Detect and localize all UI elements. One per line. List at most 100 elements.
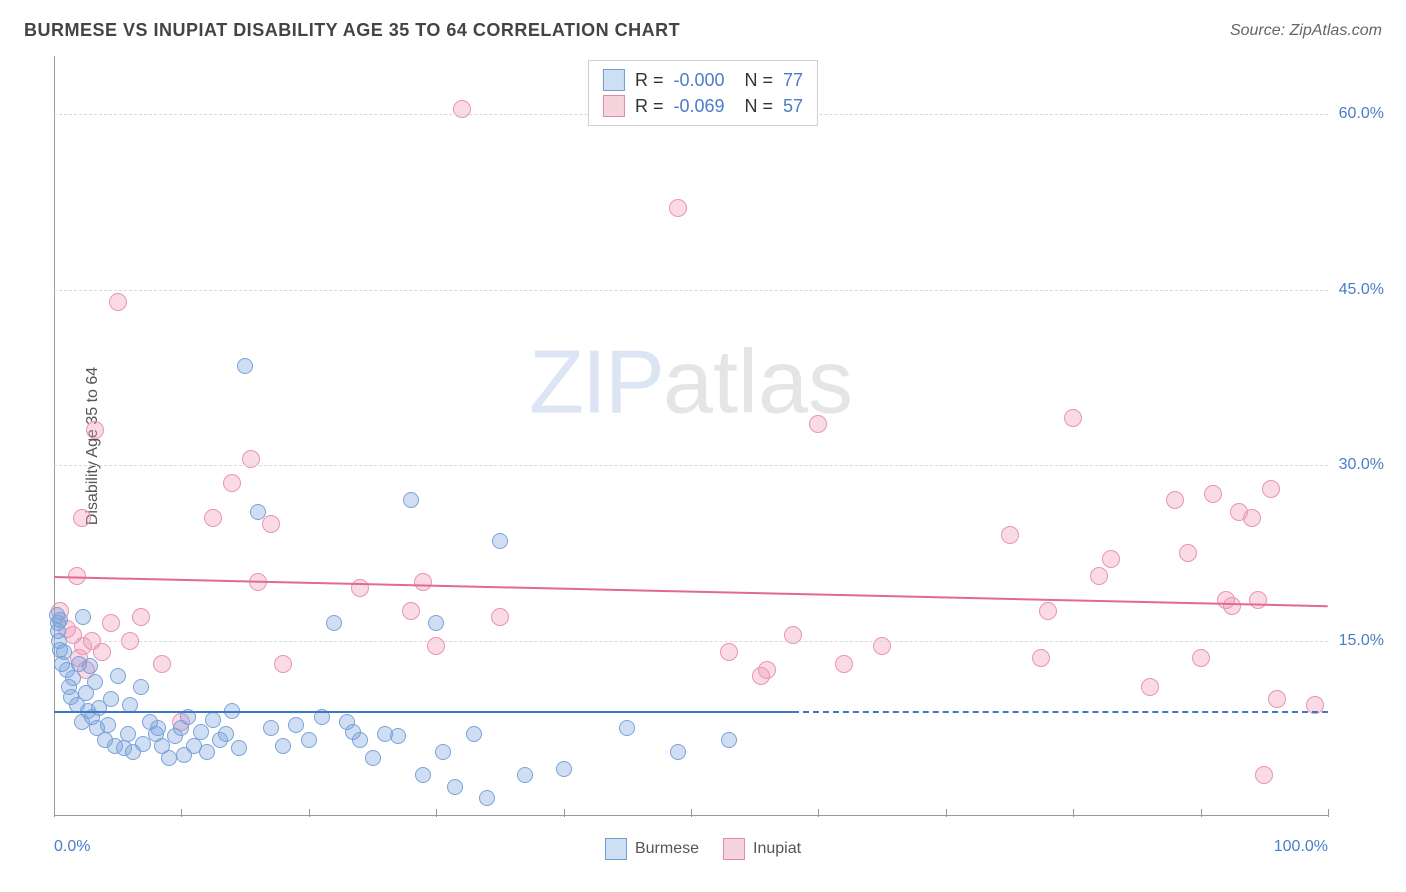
burmese-n: 77: [783, 70, 803, 91]
data-point: [1204, 485, 1222, 503]
data-point: [415, 767, 431, 783]
data-point: [86, 421, 104, 439]
data-point: [288, 717, 304, 733]
legend-inupiat: Inupiat: [723, 838, 801, 860]
data-point: [275, 738, 291, 754]
data-point: [721, 732, 737, 748]
y-tick-label: 45.0%: [1339, 281, 1384, 299]
data-point: [428, 615, 444, 631]
data-point: [250, 504, 266, 520]
data-point: [1249, 591, 1267, 609]
data-point: [556, 761, 572, 777]
y-tick-label: 15.0%: [1339, 632, 1384, 650]
data-point: [82, 658, 98, 674]
data-point: [326, 615, 342, 631]
trend-line-dashed: [793, 711, 1328, 713]
data-point: [231, 740, 247, 756]
data-point: [65, 670, 81, 686]
series-legend: Burmese Inupiat: [605, 838, 801, 860]
data-point: [52, 612, 68, 628]
source-label: Source: ZipAtlas.com: [1230, 22, 1382, 40]
data-point: [1243, 509, 1261, 527]
r-label: R =: [635, 70, 664, 91]
legend-burmese: Burmese: [605, 838, 699, 860]
inupiat-n: 57: [783, 96, 803, 117]
burmese-swatch: [605, 838, 627, 860]
trend-line: [54, 576, 1328, 607]
data-point: [263, 720, 279, 736]
data-point: [351, 579, 369, 597]
data-point: [670, 744, 686, 760]
data-point: [301, 732, 317, 748]
data-point: [223, 474, 241, 492]
data-point: [1141, 678, 1159, 696]
data-point: [1090, 567, 1108, 585]
data-point: [809, 415, 827, 433]
inupiat-label: Inupiat: [753, 840, 801, 858]
data-point: [1262, 480, 1280, 498]
n-label: N =: [745, 70, 774, 91]
data-point: [73, 509, 91, 527]
data-point: [1166, 491, 1184, 509]
burmese-label: Burmese: [635, 840, 699, 858]
data-point: [492, 533, 508, 549]
data-point: [218, 726, 234, 742]
chart-title: BURMESE VS INUPIAT DISABILITY AGE 35 TO …: [24, 20, 680, 41]
data-point: [1102, 550, 1120, 568]
data-point: [100, 717, 116, 733]
data-point: [402, 602, 420, 620]
data-point: [274, 655, 292, 673]
scatter-plot: [54, 56, 1328, 816]
y-tick-label: 30.0%: [1339, 456, 1384, 474]
data-point: [87, 674, 103, 690]
data-point: [1064, 409, 1082, 427]
r-label: R =: [635, 96, 664, 117]
data-point: [479, 790, 495, 806]
data-point: [93, 643, 111, 661]
data-point: [1032, 649, 1050, 667]
data-point: [133, 679, 149, 695]
data-point: [1039, 602, 1057, 620]
data-point: [352, 732, 368, 748]
data-point: [1268, 690, 1286, 708]
inupiat-swatch: [603, 95, 625, 117]
data-point: [262, 515, 280, 533]
data-point: [204, 509, 222, 527]
data-point: [669, 199, 687, 217]
data-point: [132, 608, 150, 626]
data-point: [237, 358, 253, 374]
data-point: [103, 691, 119, 707]
data-point: [120, 726, 136, 742]
data-point: [56, 644, 72, 660]
data-point: [1001, 526, 1019, 544]
data-point: [517, 767, 533, 783]
x-min-label: 0.0%: [54, 838, 90, 856]
y-tick-label: 60.0%: [1339, 105, 1384, 123]
chart-plot-area: ZIPatlas: [54, 56, 1328, 816]
data-point: [1223, 597, 1241, 615]
data-point: [491, 608, 509, 626]
data-point: [193, 724, 209, 740]
data-point: [447, 779, 463, 795]
data-point: [619, 720, 635, 736]
data-point: [161, 750, 177, 766]
stats-legend: R = -0.000 N = 77 R = -0.069 N = 57: [588, 60, 818, 126]
data-point: [199, 744, 215, 760]
data-point: [75, 609, 91, 625]
data-point: [435, 744, 451, 760]
burmese-swatch: [603, 69, 625, 91]
data-point: [153, 655, 171, 673]
data-point: [720, 643, 738, 661]
data-point: [102, 614, 120, 632]
data-point: [466, 726, 482, 742]
data-point: [150, 720, 166, 736]
data-point: [109, 293, 127, 311]
legend-row-burmese: R = -0.000 N = 77: [603, 67, 803, 93]
data-point: [365, 750, 381, 766]
inupiat-r: -0.069: [673, 96, 724, 117]
x-max-label: 100.0%: [1274, 838, 1328, 856]
data-point: [414, 573, 432, 591]
inupiat-swatch: [723, 838, 745, 860]
data-point: [403, 492, 419, 508]
data-point: [110, 668, 126, 684]
